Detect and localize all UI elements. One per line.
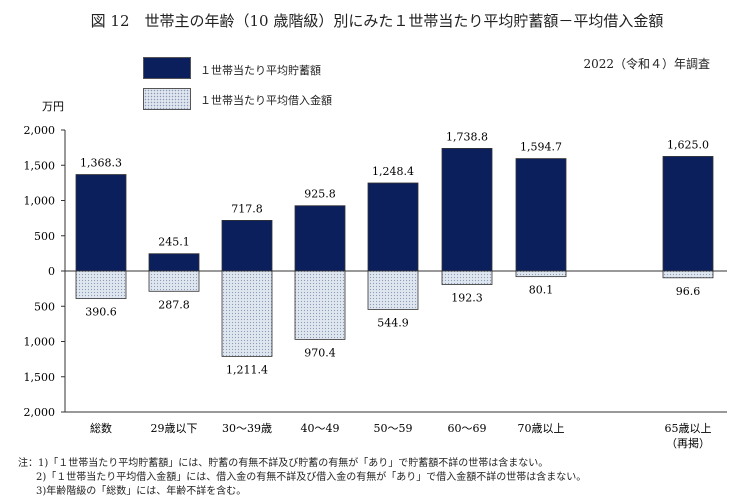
x-tick-label: 50～59 (374, 422, 413, 435)
y-tick-label: 1,500 (24, 159, 56, 172)
bar-savings (662, 156, 714, 272)
data-label-debt: 390.6 (85, 306, 117, 319)
bar-debt (148, 270, 200, 292)
y-tick-label: 500 (34, 230, 55, 243)
data-label-debt: 970.4 (304, 346, 336, 359)
data-label-savings: 1,738.8 (446, 130, 488, 143)
y-tick-label: 1,000 (24, 195, 56, 208)
x-tick-label-line: 29歳以下 (151, 422, 198, 435)
y-axis-label: 万円 (42, 100, 64, 113)
data-label-savings: 1,368.3 (80, 157, 122, 170)
y-tick-label: 1,000 (24, 336, 56, 349)
data-label-savings: 925.8 (304, 188, 336, 201)
x-tick-label: 29歳以下 (151, 422, 198, 435)
legend-label-savings: １世帯当たり平均貯蓄額 (200, 64, 321, 77)
data-label-savings: 1,248.4 (372, 165, 414, 178)
data-label-debt: 192.3 (451, 292, 483, 305)
bar-savings (367, 182, 419, 272)
data-label-savings: 1,594.7 (520, 141, 562, 154)
x-tick-label-line: 70歳以上 (518, 422, 565, 435)
y-tick-label: 2,000 (24, 124, 56, 137)
legend-label-debt: １世帯当たり平均借入金額 (200, 94, 332, 107)
x-tick-label-line: 60～69 (448, 422, 487, 435)
x-tick-label-line: 40～49 (301, 422, 340, 435)
bar-debt (441, 270, 493, 285)
bar-debt (75, 270, 127, 299)
x-tick-label: 40～49 (301, 422, 340, 435)
x-tick-label-line: 総数 (90, 421, 112, 435)
data-label-debt: 1,211.4 (226, 363, 268, 376)
legend-swatch-savings (143, 57, 191, 79)
bar-savings (441, 148, 493, 272)
y-tick-label: 1,500 (24, 371, 56, 384)
bar-savings (515, 158, 567, 272)
x-tick-label: 70歳以上 (518, 422, 565, 435)
survey-year: 2022（令和４）年調査 (583, 57, 710, 71)
x-tick-label: 30～39歳 (222, 422, 272, 435)
x-tick-label-line: 30～39歳 (222, 422, 272, 435)
note-3: 3)年齢階級の「総数」には、年齢不詳を含む。 (36, 486, 247, 497)
x-tick-label-line: （再掲） (666, 436, 710, 450)
data-label-debt: 544.9 (377, 316, 409, 329)
data-label-debt: 287.8 (158, 298, 190, 311)
bar-debt (515, 270, 567, 278)
bar-savings (221, 219, 273, 272)
note-1: 注：1)「１世帯当たり平均貯蓄額」には、貯蓄の有無不詳及び貯蓄の有無が「あり」で… (18, 458, 549, 469)
x-tick-label-line: 65歳以上 (665, 422, 712, 435)
x-tick-label-line: 50～59 (374, 422, 413, 435)
bar-debt (662, 270, 714, 279)
legend-swatch-debt (143, 88, 191, 110)
x-tick-label: 60～69 (448, 422, 487, 435)
data-label-savings: 245.1 (158, 236, 190, 249)
bar-savings (148, 253, 200, 272)
data-label-debt: 96.6 (676, 285, 701, 298)
bar-debt (221, 270, 273, 357)
note-2: 2)「１世帯当たり平均借入金額」には、借入金の有無不詳及び借入金の有無が「あり」… (36, 472, 587, 483)
bar-savings (294, 205, 346, 272)
bar-savings (75, 174, 127, 272)
notes: 注：1)「１世帯当たり平均貯蓄額」には、貯蓄の有無不詳及び貯蓄の有無が「あり」で… (18, 457, 586, 499)
x-tick-label: 65歳以上（再掲） (665, 422, 712, 450)
data-label-savings: 717.8 (231, 202, 263, 215)
bar-debt (367, 270, 419, 310)
chart-title: 図 12 世帯主の年齢（10 歳階級）別にみた１世帯当たり平均貯蓄額－平均借入金… (90, 12, 664, 30)
y-tick-label: 2,000 (24, 406, 56, 419)
data-label-debt: 80.1 (529, 284, 554, 297)
y-tick-label: 0 (48, 265, 55, 278)
x-tick-label: 総数 (90, 421, 112, 435)
bar-debt (294, 270, 346, 340)
data-label-savings: 1,625.0 (667, 138, 709, 151)
y-tick-label: 500 (34, 300, 55, 313)
